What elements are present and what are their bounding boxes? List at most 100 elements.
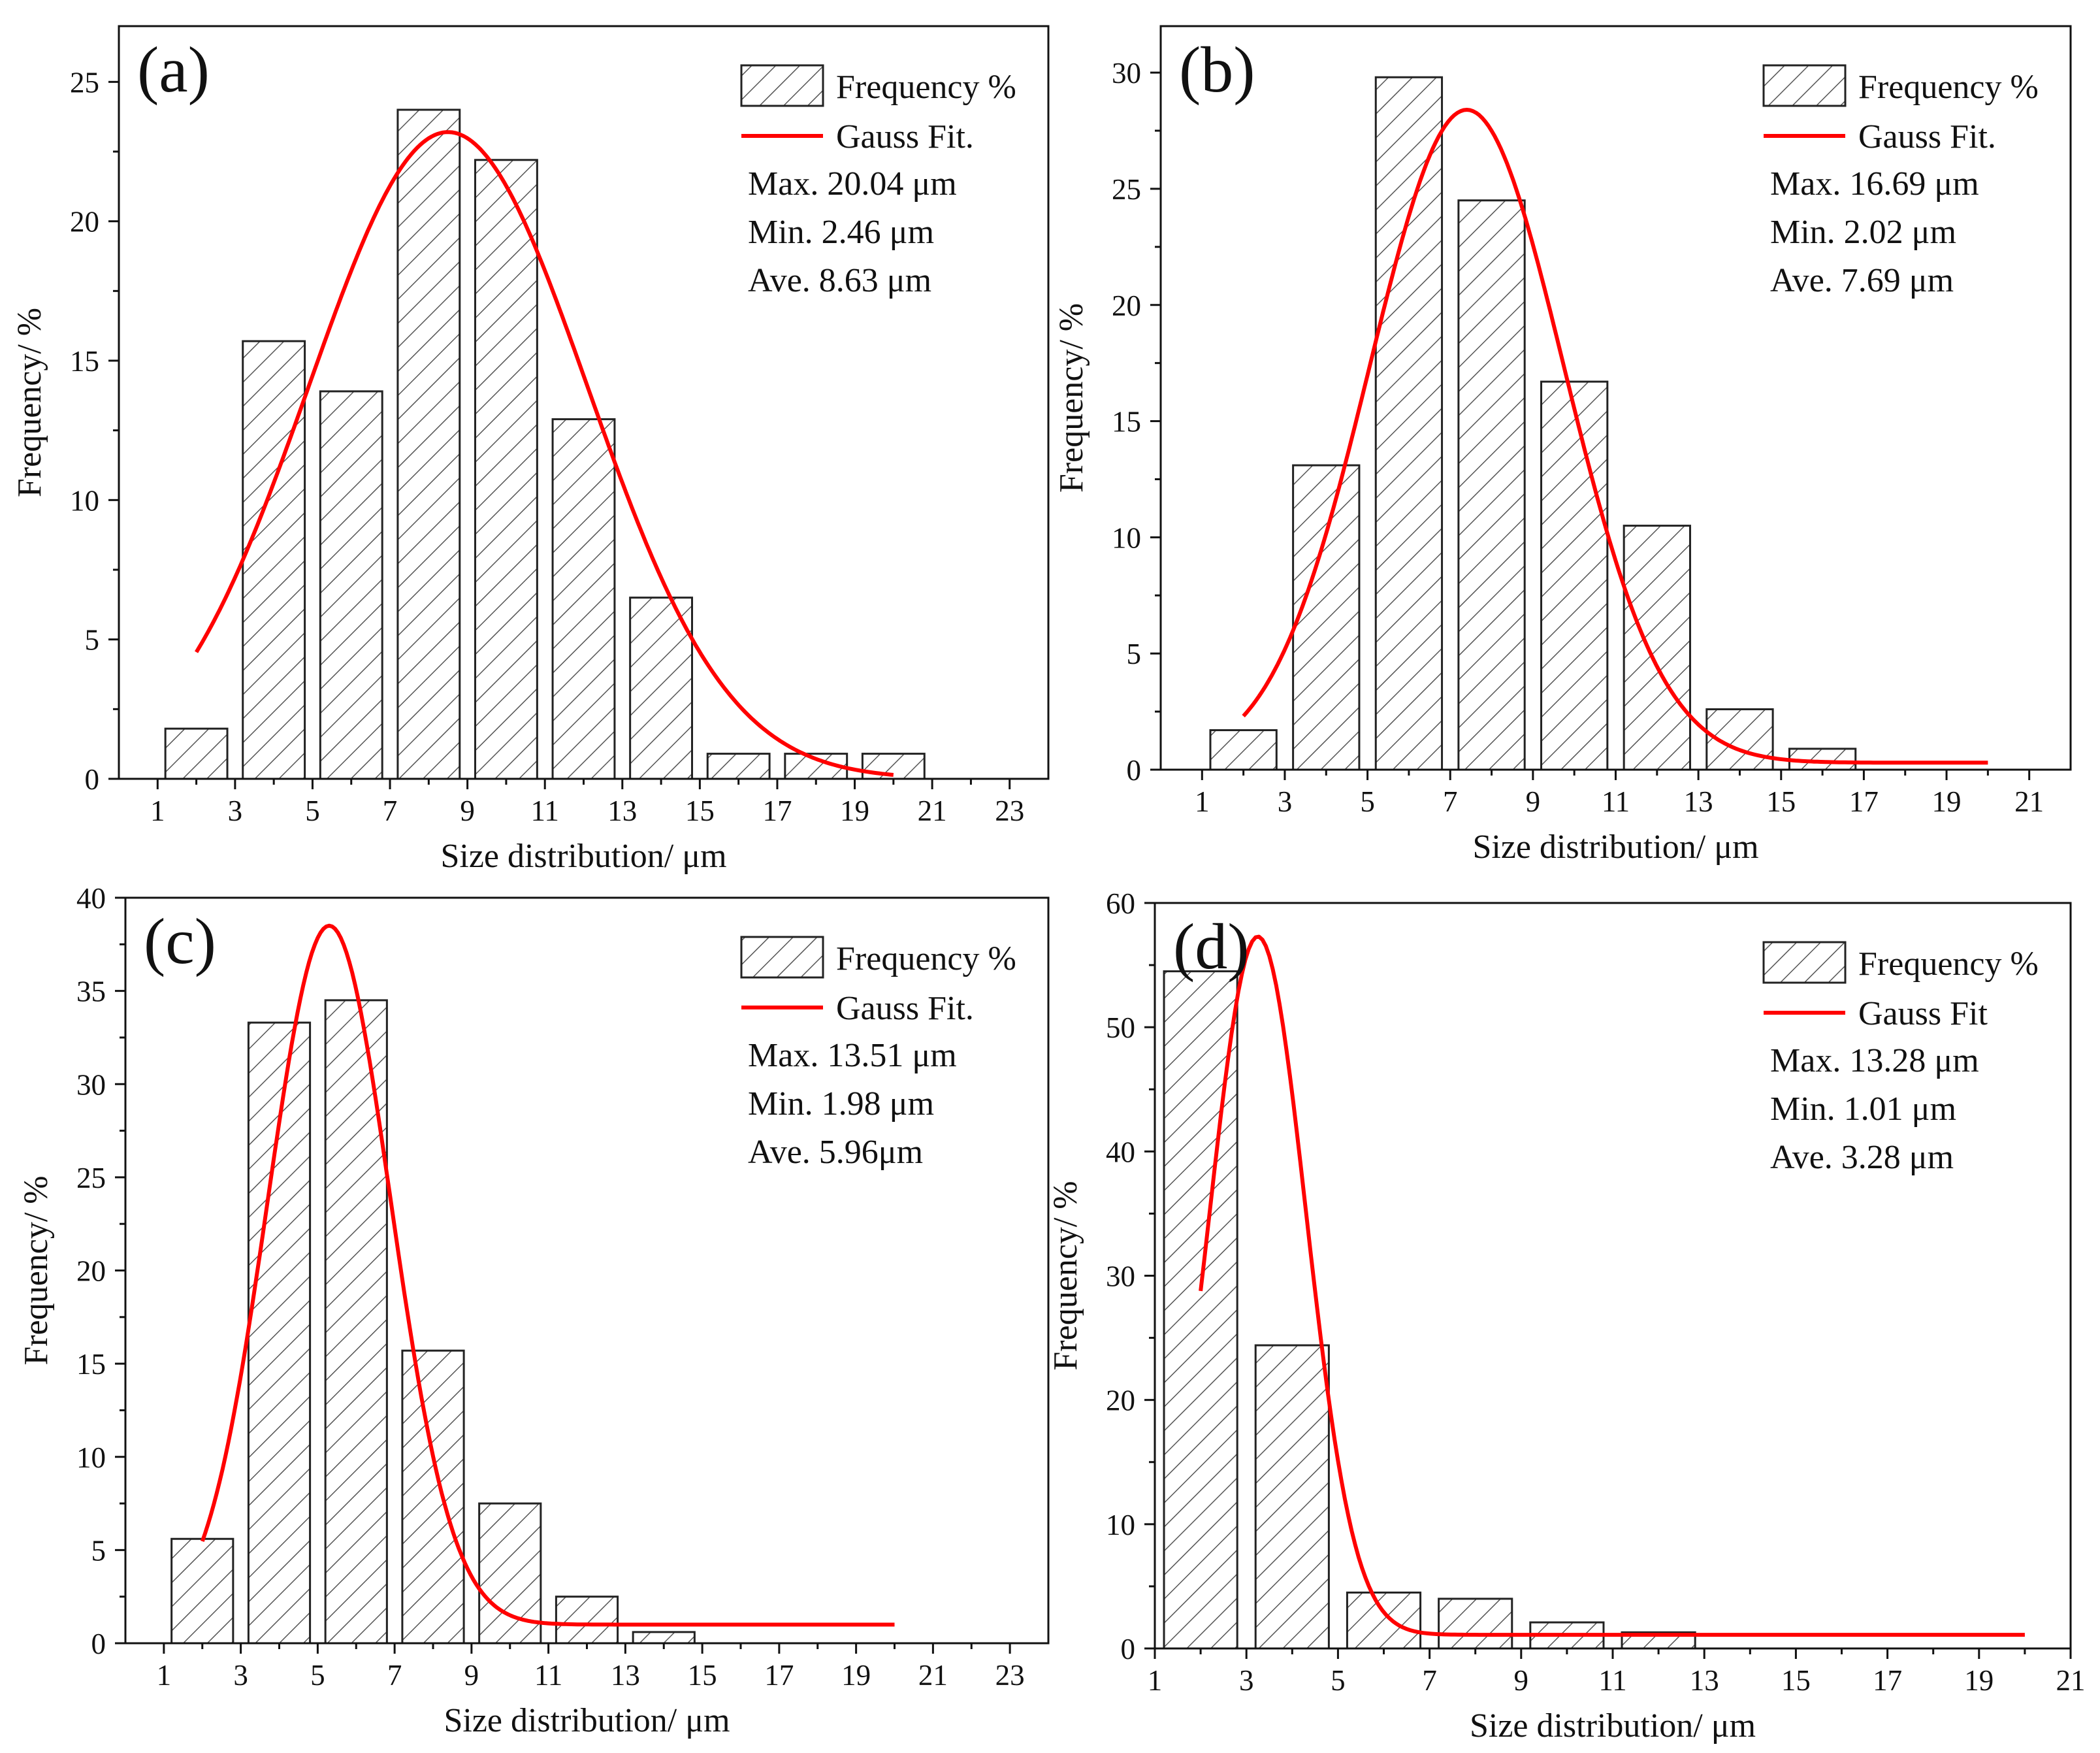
panel-label: (a) [137, 33, 210, 106]
x-tick-label: 11 [534, 1659, 562, 1692]
x-axis-title: Size distribution/ μm [1472, 828, 1758, 866]
y-tick-label: 10 [76, 1441, 106, 1474]
x-tick-label: 9 [1526, 785, 1541, 818]
x-tick-label: 9 [1514, 1664, 1529, 1697]
histogram-bar [474, 159, 538, 780]
histogram-bar [861, 753, 926, 780]
y-tick-label: 20 [1106, 1384, 1135, 1417]
x-tick-label: 21 [918, 795, 947, 827]
legend-bar-label: Frequency % [836, 69, 1016, 106]
histogram-bar [164, 727, 229, 780]
y-tick-label: 5 [85, 624, 100, 657]
histogram-bar [1438, 1597, 1513, 1650]
x-tick-label: 21 [918, 1659, 948, 1692]
legend-line-label: Gauss Fit [1858, 995, 1988, 1032]
x-tick-label: 7 [387, 1659, 402, 1692]
histogram-bar [1209, 729, 1278, 771]
y-tick-label: 40 [76, 882, 106, 915]
x-tick-label: 1 [150, 795, 165, 827]
histogram-bar [1374, 76, 1444, 771]
legend-line-label: Gauss Fit. [836, 990, 974, 1027]
x-tick-label: 15 [688, 1659, 717, 1692]
x-tick-label: 23 [995, 795, 1024, 827]
x-tick-label: 21 [2056, 1664, 2086, 1697]
x-tick-label: 3 [1278, 785, 1293, 818]
gauss-fit-line [1199, 934, 2025, 1637]
y-tick-label: 35 [76, 975, 106, 1008]
x-tick-label: 1 [1195, 785, 1210, 818]
x-tick-label: 21 [2014, 785, 2044, 818]
legend-bar-label: Frequency % [1858, 945, 2039, 983]
histogram-bar [706, 753, 771, 780]
x-tick-label: 15 [1781, 1664, 1811, 1697]
y-tick-label: 25 [70, 66, 99, 99]
x-tick-label: 17 [1849, 785, 1879, 818]
x-tick-label: 1 [1148, 1664, 1163, 1697]
histogram-bar [396, 108, 461, 780]
histogram-bar [324, 999, 388, 1645]
y-tick-label: 25 [76, 1162, 106, 1194]
legend-bar-swatch [1762, 941, 1847, 984]
gauss-fit-line [1242, 108, 1988, 765]
gauss-fit-line [200, 923, 895, 1627]
legend-bar-label: Frequency % [836, 940, 1016, 977]
histogram-bar [319, 390, 383, 780]
x-tick-label: 17 [1873, 1664, 1902, 1697]
stat-text: Max. 20.04 μm [748, 165, 957, 203]
panel-label: (d) [1173, 910, 1250, 983]
x-tick-label: 7 [1443, 785, 1458, 818]
y-tick-label: 0 [1127, 754, 1142, 787]
x-tick-label: 11 [531, 795, 559, 827]
y-axis-title: Frequency/ % [1047, 1181, 1084, 1370]
y-tick-label: 50 [1106, 1011, 1135, 1044]
y-tick-label: 30 [76, 1068, 106, 1101]
y-tick-label: 60 [1106, 887, 1135, 920]
x-tick-label: 5 [305, 795, 320, 827]
y-tick-label: 30 [1112, 57, 1141, 90]
x-tick-label: 11 [1598, 1664, 1626, 1697]
stat-text: Max. 13.51 μm [748, 1037, 957, 1074]
legend-bar-swatch [740, 936, 824, 979]
stat-text: Max. 16.69 μm [1770, 165, 1979, 203]
y-tick-label: 10 [1106, 1509, 1135, 1541]
stat-text: Min. 2.46 μm [748, 214, 934, 251]
x-tick-label: 15 [1766, 785, 1796, 818]
stat-text: Ave. 3.28 μm [1770, 1139, 1954, 1176]
x-tick-label: 15 [685, 795, 715, 827]
histogram-bar [1346, 1591, 1422, 1650]
x-tick-label: 19 [840, 795, 869, 827]
histogram-bar [1623, 525, 1691, 771]
histogram-bar [1292, 464, 1361, 771]
y-tick-label: 5 [91, 1534, 106, 1567]
panel-c: 1 3 5 7 9 11 13 15 17 19 21 230510152025303540Size … [18, 882, 1050, 1739]
x-tick-label: 7 [1422, 1664, 1437, 1697]
stat-text: Min. 1.01 μm [1770, 1090, 1956, 1128]
histogram-bar [1254, 1344, 1330, 1650]
y-tick-label: 10 [1112, 521, 1141, 554]
stat-text: Ave. 7.69 μm [1770, 262, 1954, 299]
x-tick-label: 13 [607, 795, 637, 827]
legend-line-label: Gauss Fit. [1858, 118, 1996, 156]
x-tick-label: 9 [464, 1659, 479, 1692]
y-tick-label: 30 [1106, 1260, 1135, 1293]
x-tick-label: 3 [1239, 1664, 1254, 1697]
stat-text: Max. 13.28 μm [1770, 1042, 1979, 1079]
y-tick-label: 15 [1112, 406, 1141, 438]
y-tick-label: 25 [1112, 173, 1141, 206]
x-tick-label: 11 [1602, 785, 1630, 818]
legend-bar-label: Frequency % [1858, 69, 2039, 106]
y-tick-label: 0 [85, 763, 100, 796]
legend-bar-swatch [1762, 64, 1847, 107]
gauss-fit-line [195, 130, 894, 777]
stat-text: Min. 2.02 μm [1770, 214, 1956, 251]
x-tick-label: 17 [764, 1659, 794, 1692]
x-tick-label: 5 [310, 1659, 325, 1692]
x-tick-label: 17 [762, 795, 792, 827]
x-axis-title: Size distribution/ μm [440, 838, 726, 875]
y-axis-title: Frequency/ % [18, 1175, 55, 1365]
histogram-bar [242, 340, 306, 780]
x-tick-label: 9 [460, 795, 475, 827]
